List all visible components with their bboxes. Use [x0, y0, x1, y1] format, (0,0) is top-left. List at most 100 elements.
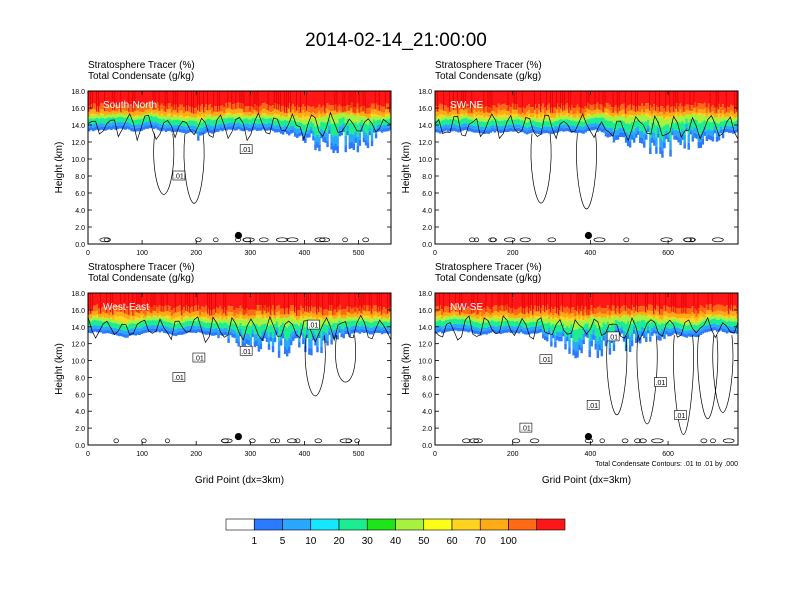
ground-contour [276, 237, 289, 243]
location-marker [234, 231, 243, 240]
ground-contour [141, 438, 147, 444]
y-tick-label: 0.0 [75, 242, 85, 249]
y-axis-label: Height (km) [401, 142, 412, 194]
ground-contour [314, 237, 326, 243]
contour-loop [673, 335, 694, 435]
upper-contour [87, 111, 392, 142]
contour-loop [153, 133, 175, 195]
y-tick-label: 0.0 [422, 443, 432, 450]
x-tick-label: 0 [86, 250, 90, 257]
panel-label: SW-NE [450, 100, 483, 111]
x-tick-label: 300 [244, 451, 256, 458]
colorbar-swatch [395, 518, 425, 531]
colorbar-label: 50 [418, 536, 430, 547]
ground-contour [221, 438, 229, 444]
contour-label: .01 [521, 426, 531, 433]
y-tick-label: 14.0 [71, 325, 85, 332]
colorbar-swatch [225, 518, 255, 531]
tracer-field [88, 91, 391, 154]
y-tick-label: 8.0 [75, 375, 85, 382]
contour-label: .01 [241, 147, 251, 154]
colorbar-swatch [423, 518, 453, 531]
ground-contour [345, 438, 352, 444]
x-tick-label: 200 [190, 451, 202, 458]
y-tick-label: 8.0 [422, 375, 432, 382]
ground-contour [342, 237, 348, 243]
location-marker [234, 432, 243, 441]
contour-label: .01 [588, 403, 598, 410]
y-tick-label: 12.0 [418, 140, 432, 147]
colorbar-swatch [508, 518, 538, 531]
colorbar-label: 30 [362, 536, 374, 547]
plot-frame [87, 292, 392, 446]
y-tick-label: 16.0 [418, 106, 432, 113]
panel-sw-ne: SW-NE Stratosphere Tracer (%)Total Conden… [401, 60, 739, 257]
plot-frame [434, 292, 739, 446]
ground-contour [468, 438, 480, 444]
colorbar-label: 100 [500, 536, 517, 547]
ground-contour [99, 237, 110, 243]
contour-label-box [654, 377, 667, 387]
plot-frame [434, 90, 739, 245]
x-tick-label: 100 [136, 250, 148, 257]
panel-label: South-North [103, 100, 157, 111]
contour-label: .01 [676, 413, 686, 420]
y-tick-label: 14.0 [418, 325, 432, 332]
footnote: Total Condensate Contours: .01 to .01 by… [595, 461, 738, 468]
contour-loop [183, 133, 205, 204]
y-tick-label: 10.0 [71, 157, 85, 164]
contour-label-box [192, 352, 206, 363]
colorbar-swatch [253, 518, 283, 531]
condensate-contours [87, 111, 392, 243]
y-tick-label: 2.0 [75, 426, 85, 433]
contour-label-box [172, 170, 186, 181]
condensate-contours [434, 113, 739, 243]
colorbar-swatch [282, 518, 312, 531]
y-tick-label: 14.0 [71, 123, 85, 130]
tracer-field [88, 293, 391, 358]
location-marker [584, 432, 593, 441]
ground-contour [287, 438, 297, 444]
y-tick-label: 2.0 [422, 225, 432, 232]
ground-contour [512, 438, 521, 444]
y-tick-label: 12.0 [71, 140, 85, 147]
panel-subtitle: Stratosphere Tracer (%) [435, 60, 542, 71]
panel-subtitle: Total Condensate (g/kg) [88, 273, 194, 284]
x-tick-label: 300 [244, 250, 256, 257]
contour-label-box [307, 319, 320, 330]
y-tick-label: 12.0 [418, 342, 432, 349]
contour-label-box [239, 144, 253, 154]
ground-contour [683, 237, 692, 243]
ground-contour [314, 438, 323, 444]
colorbar-swatch [310, 518, 340, 531]
contour-label: .01 [656, 380, 666, 387]
colorbar: 1 5 10 20 30 40 50 60 70 100 [225, 518, 566, 547]
y-tick-label: 4.0 [422, 409, 432, 416]
panel-label: West-East [103, 302, 149, 313]
ground-contour [362, 237, 370, 243]
ground-contour [651, 438, 664, 444]
ground-contour [294, 438, 301, 444]
contour-label: .01 [608, 334, 618, 341]
ground-contour [259, 237, 269, 243]
tracer-field [435, 293, 738, 359]
x-tick-label: 400 [299, 250, 311, 257]
contour-label-box [606, 331, 620, 342]
y-tick-label: 16.0 [418, 308, 432, 315]
contour-label-box [172, 372, 186, 382]
condensate-contours [87, 314, 392, 444]
colorbar-swatch [536, 518, 566, 531]
contour-label-box [586, 400, 600, 410]
contour-label: .01 [241, 349, 251, 356]
y-tick-label: 6.0 [422, 392, 432, 399]
panel-west-east: .01 .01 .01 .01 West-East Stratosphere Tracer… [54, 262, 392, 486]
ground-contour [593, 237, 606, 243]
ground-contour [710, 438, 716, 444]
x-tick-label: 500 [353, 250, 365, 257]
x-axis-label: Grid Point (dx=3km) [195, 475, 284, 486]
ground-contour [660, 237, 673, 243]
panel-subtitle: Total Condensate (g/kg) [88, 71, 194, 82]
ground-contour [286, 237, 299, 243]
y-tick-label: 18.0 [418, 291, 432, 298]
y-tick-label: 14.0 [418, 123, 432, 130]
